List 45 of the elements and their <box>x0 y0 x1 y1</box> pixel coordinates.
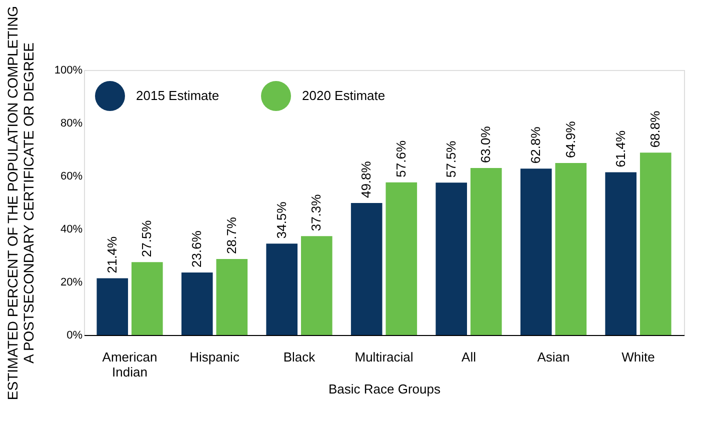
bar <box>216 258 248 335</box>
x-tick-label: All <box>462 350 476 364</box>
x-tick-label: Asian <box>537 350 570 364</box>
y-tick-label: 80% <box>60 118 83 130</box>
data-label: 49.8% <box>358 160 374 198</box>
data-label: 28.7% <box>224 216 239 254</box>
y-tick-label: 60% <box>60 170 83 182</box>
x-tick-label: Multiracial <box>354 350 414 364</box>
bar <box>520 168 552 335</box>
data-label: 23.6% <box>189 230 204 268</box>
x-tick-label: White <box>622 350 655 364</box>
data-label: 34.5% <box>274 201 289 239</box>
y-tick-label: 20% <box>60 276 83 288</box>
bar <box>386 182 418 335</box>
x-tick-label: Hispanic <box>190 350 240 364</box>
x-tick-label: American Indian <box>102 350 158 380</box>
bar <box>181 272 213 335</box>
legend-label: 2015 Estimate <box>136 88 220 103</box>
bar <box>555 163 587 335</box>
bar <box>350 203 382 335</box>
bar <box>605 172 636 335</box>
data-label: 37.3% <box>308 194 324 232</box>
bar <box>132 262 163 335</box>
data-label: 64.9% <box>562 120 578 158</box>
bar <box>470 168 502 335</box>
y-axis-title: ESTIMATED PERCENT OF THE POPULATION COMPLETING A POSTSECONDARY CERTIFICATE OR DEGREE <box>4 6 36 400</box>
legend-label: 2020 Estimate <box>302 88 386 103</box>
data-label: 63.0% <box>478 126 494 164</box>
data-label: 68.8% <box>648 110 663 148</box>
bar <box>300 236 332 335</box>
data-label: 57.5% <box>443 140 458 178</box>
y-tick-label: 0% <box>66 330 83 342</box>
bar <box>436 182 468 335</box>
data-label: 57.6% <box>393 140 408 178</box>
x-axis-title: Basic Race Groups <box>328 382 441 396</box>
data-label: 61.4% <box>612 130 628 168</box>
data-label: 21.4% <box>104 236 120 274</box>
data-label: 27.5% <box>139 220 154 258</box>
x-tick-label: Black <box>283 350 316 364</box>
bar <box>96 278 128 335</box>
data-label: 62.8% <box>528 126 544 164</box>
y-tick-label: 40% <box>60 224 83 236</box>
y-tick-label: 100% <box>54 64 83 76</box>
bar <box>266 244 298 335</box>
bar <box>640 152 672 335</box>
